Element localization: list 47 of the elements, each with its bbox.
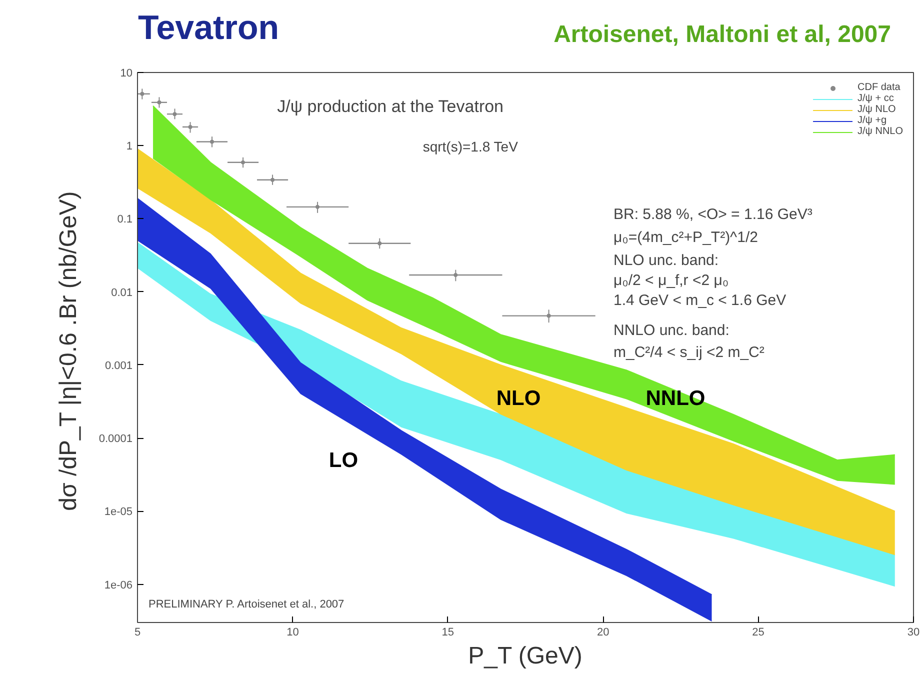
annotation: LO [328,449,358,472]
x-tick-label: 20 [596,626,610,638]
annotation: NNLO unc. band: [614,322,730,339]
x-tick-label: 30 [907,626,920,638]
x-tick-label: 15 [442,626,454,638]
chart-title: Tevatron [138,8,280,49]
point [188,124,192,129]
annotation: m_C²/4 < s_ij <2 m_C² [614,344,764,361]
point [210,140,214,144]
legend-label: J/ψ NNLO [858,126,903,137]
y-axis-title: dσ /dP_T |η|<0.6 .Br (nb/GeV) [54,191,82,511]
annotation: 1.4 GeV < m_c < 1.6 GeV [614,292,786,309]
y-tick-label: 10 [120,68,133,80]
x-tick-label: 25 [752,626,764,638]
point [172,112,177,116]
annotation: μ₀=(4m_c²+P_T²)^1/2 [614,229,758,246]
annotation: PRELIMINARY P. Artoisenet et al., 2007 [148,598,344,610]
annotation: NLO unc. band: [614,252,719,269]
point [546,314,551,318]
annotation: BR: 5.88 %, <O> = 1.16 GeV³ [614,206,812,223]
chart-subtitle: Artoisenet, Maltoni et al, 2007 [554,20,891,50]
y-tick-label: 1 [126,140,133,153]
point [270,178,275,182]
legend-label: CDF data [858,82,900,93]
y-tick-label: 1e-05 [104,506,133,518]
legend-label: J/ψ +g [858,115,887,126]
annotation: μ₀/2 < μ_f,r <2 μ₀ [614,272,729,289]
annotation: J/ψ production at the Tevatron [277,97,504,116]
point [316,204,320,209]
y-tick-label: 1e-06 [104,579,133,592]
point [157,100,162,104]
y-tick-label: 0.1 [117,214,133,226]
y-tick-label: 0.001 [104,360,133,372]
point [241,160,246,164]
point [140,92,144,96]
y-tick-label: 0.0001 [98,433,133,446]
point [454,272,458,277]
x-tick-label: 5 [134,626,141,638]
legend-label: J/ψ NLO [858,104,896,115]
legend-label: J/ψ + cc [858,93,894,104]
annotation: NNLO [646,387,706,410]
y-tick-label: 0.01 [111,286,133,299]
annotation: NLO [496,387,541,410]
x-axis-title: P_T (GeV) [468,642,582,670]
annotation: sqrt(s)=1.8 TeV [422,138,519,154]
x-tick-label: 10 [286,626,299,638]
point [378,241,382,246]
